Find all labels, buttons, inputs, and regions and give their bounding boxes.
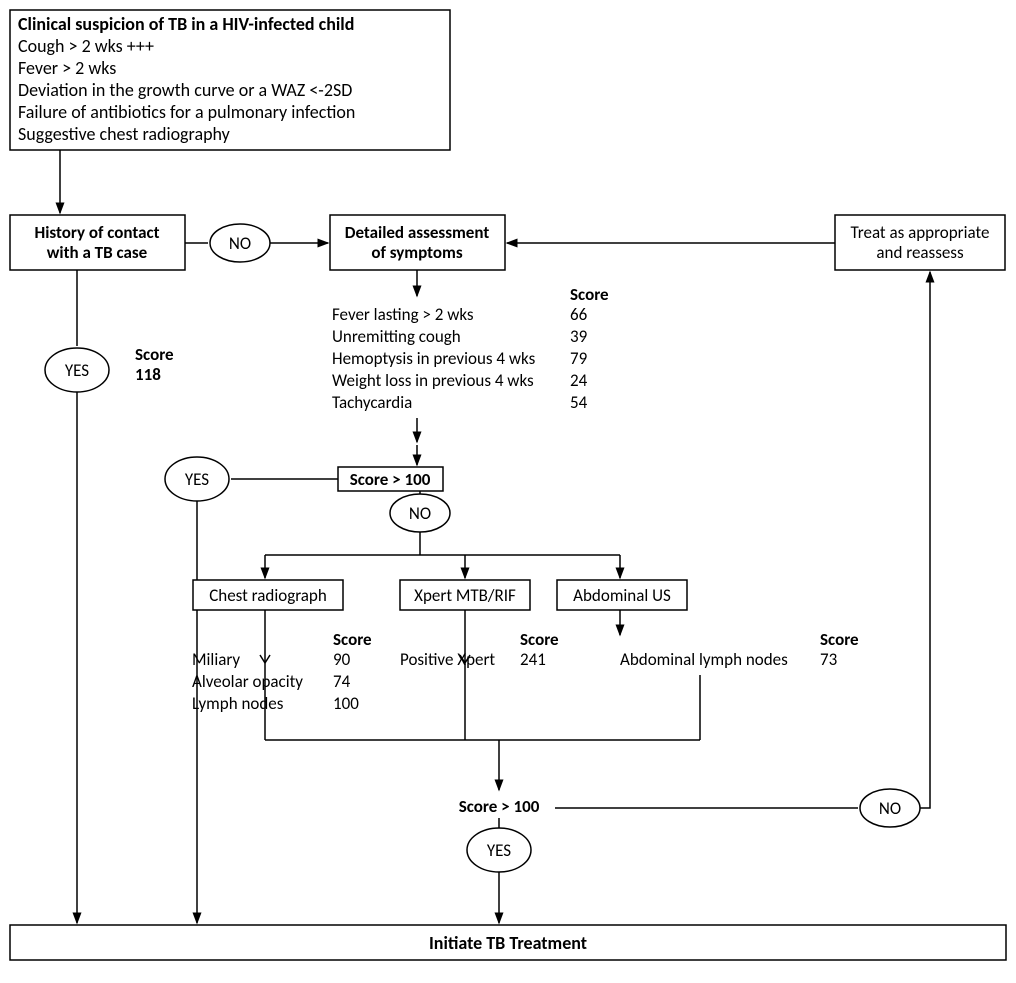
symptom-score: 24 — [570, 370, 588, 391]
yes-label: YES — [185, 469, 209, 490]
cxr-score: 74 — [333, 671, 351, 692]
suspicion-line: Fever > 2 wks — [18, 57, 116, 79]
symptom-label: Fever lasting > 2 wks — [332, 304, 474, 325]
no-label: NO — [409, 503, 431, 524]
symptom-score: 39 — [570, 326, 588, 347]
score100b-label: Score > 100 — [459, 796, 540, 817]
symptom-label: Tachycardia — [332, 392, 412, 413]
xpert-label: Xpert MTB/RIF — [414, 585, 516, 606]
symptoms-header: Score — [570, 284, 609, 305]
treat-line: and reassess — [876, 242, 964, 263]
aus-label: Abdominal US — [573, 585, 671, 606]
suspicion-line: Failure of antibiotics for a pulmonary i… — [18, 101, 355, 123]
cxr-row: Miliary — [192, 649, 240, 670]
symptom-score: 54 — [570, 392, 588, 413]
symptom-score: 66 — [570, 304, 588, 325]
initiate-label: Initiate TB Treatment — [429, 932, 587, 954]
no-label: NO — [229, 233, 251, 254]
suspicion-line: Cough > 2 wks +++ — [18, 35, 154, 57]
symptom-score: 79 — [570, 348, 588, 369]
xpert-row: Positive Xpert — [400, 649, 495, 670]
aus-header: Score — [820, 629, 859, 650]
suspicion-line: Deviation in the growth curve or a WAZ <… — [18, 79, 352, 101]
yes-label: YES — [65, 360, 89, 381]
score100a-label: Score > 100 — [350, 469, 431, 490]
aus-score: 73 — [820, 649, 837, 670]
cxr-label: Chest radiograph — [209, 585, 327, 606]
yes-label: YES — [487, 840, 511, 861]
assess-line: Detailed assessment — [345, 222, 490, 243]
cxr-header: Score — [333, 629, 372, 650]
suspicion-title: Clinical suspicion of TB in a HIV-infect… — [18, 13, 354, 35]
yes1-score-cap: Score — [135, 344, 174, 365]
cxr-score: 100 — [333, 693, 359, 714]
treat-line: Treat as appropriate — [851, 222, 990, 243]
symptom-label: Unremitting cough — [332, 326, 461, 347]
assess-line: of symptoms — [371, 242, 463, 263]
edge — [920, 272, 930, 808]
no-label: NO — [879, 798, 901, 819]
xpert-score: 241 — [520, 649, 546, 670]
history-line: with a TB case — [47, 242, 148, 263]
suspicion-line: Suggestive chest radiography — [18, 123, 231, 145]
xpert-header: Score — [520, 629, 559, 650]
cxr-row: Alveolar opacity — [192, 671, 303, 692]
symptom-label: Weight loss in previous 4 wks — [332, 370, 534, 391]
yes1-score-val: 118 — [135, 364, 161, 385]
cxr-row: Lymph nodes — [192, 693, 284, 714]
flowchart: Clinical suspicion of TB in a HIV-infect… — [0, 0, 1016, 983]
symptom-label: Hemoptysis in previous 4 wks — [332, 348, 536, 369]
cxr-score: 90 — [333, 649, 351, 670]
history-line: History of contact — [35, 222, 160, 243]
aus-row: Abdominal lymph nodes — [620, 649, 788, 670]
